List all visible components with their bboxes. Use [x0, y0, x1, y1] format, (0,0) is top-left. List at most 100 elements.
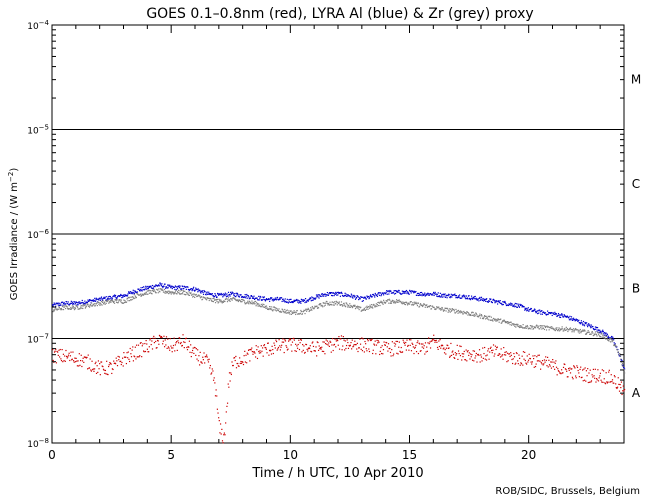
data-point — [444, 348, 446, 351]
data-point — [69, 359, 71, 362]
data-point — [179, 290, 181, 292]
data-point — [398, 299, 400, 301]
data-point — [259, 295, 261, 298]
data-point — [230, 293, 232, 295]
data-point — [462, 296, 464, 298]
data-point — [524, 327, 526, 329]
data-point — [299, 301, 301, 303]
data-point — [81, 302, 83, 304]
data-point — [595, 333, 598, 336]
data-point — [356, 348, 358, 350]
data-point — [438, 345, 441, 348]
data-point — [243, 296, 245, 299]
data-point — [178, 285, 180, 287]
data-point — [393, 290, 395, 292]
data-point — [250, 295, 253, 297]
data-point — [343, 339, 345, 341]
data-point — [210, 373, 212, 375]
data-point — [568, 329, 570, 331]
data-point — [355, 297, 357, 299]
data-point — [423, 294, 425, 297]
data-point — [101, 365, 103, 367]
data-point — [69, 355, 72, 357]
data-point — [412, 302, 414, 304]
data-point — [384, 302, 386, 304]
data-point — [146, 290, 148, 292]
data-point — [286, 301, 288, 303]
data-point — [338, 335, 340, 338]
data-point — [514, 325, 516, 327]
data-point — [313, 307, 315, 309]
data-point — [138, 356, 140, 358]
x-tick-label: 5 — [167, 448, 175, 462]
data-point — [622, 364, 624, 366]
data-point — [154, 291, 156, 293]
data-point — [142, 350, 145, 352]
data-point — [425, 304, 427, 307]
data-point — [479, 361, 481, 363]
data-point — [69, 308, 71, 310]
data-point — [287, 302, 289, 304]
data-point — [340, 301, 343, 303]
data-point — [519, 357, 521, 359]
data-point — [104, 372, 106, 374]
data-point — [554, 313, 556, 315]
data-point — [527, 359, 530, 361]
data-point — [352, 297, 354, 299]
data-point — [209, 367, 211, 369]
data-point — [222, 296, 224, 298]
data-point — [432, 293, 434, 295]
data-point — [400, 346, 402, 349]
data-point — [114, 296, 116, 298]
data-point — [510, 321, 512, 323]
data-point — [333, 294, 335, 297]
data-point — [102, 365, 104, 368]
data-point — [354, 340, 356, 342]
data-point — [140, 287, 142, 289]
data-point — [388, 291, 390, 293]
data-point — [274, 307, 276, 309]
data-point — [341, 304, 343, 306]
data-point — [599, 372, 602, 374]
data-point — [536, 325, 538, 327]
data-point — [403, 302, 405, 304]
data-point — [191, 349, 194, 352]
data-point — [401, 351, 403, 354]
data-point — [240, 301, 242, 303]
data-point — [184, 341, 186, 344]
data-point — [145, 292, 147, 294]
data-point — [614, 376, 616, 378]
data-point — [404, 344, 406, 346]
data-point — [335, 300, 337, 302]
data-point — [190, 292, 192, 294]
data-point — [354, 344, 357, 346]
data-point — [562, 315, 564, 317]
data-point — [169, 292, 171, 294]
data-point — [165, 344, 167, 346]
data-point — [149, 292, 152, 294]
data-point — [449, 297, 451, 299]
data-point — [370, 306, 372, 309]
data-point — [458, 352, 460, 355]
data-point — [228, 299, 230, 302]
data-point — [289, 313, 291, 315]
data-point — [435, 340, 437, 342]
data-point — [152, 287, 155, 289]
data-point — [397, 301, 399, 303]
data-point — [417, 340, 419, 342]
data-point — [75, 305, 78, 307]
data-point — [419, 303, 422, 305]
data-point — [387, 350, 389, 352]
data-point — [345, 344, 348, 347]
data-point — [260, 299, 262, 301]
data-point — [552, 366, 554, 368]
data-point — [207, 293, 209, 295]
data-point — [125, 356, 127, 358]
data-point — [225, 411, 227, 413]
data-point — [197, 360, 199, 362]
data-point — [584, 321, 586, 324]
data-point — [111, 297, 114, 299]
data-point — [592, 368, 595, 371]
data-point — [513, 323, 515, 325]
data-point — [490, 346, 492, 348]
